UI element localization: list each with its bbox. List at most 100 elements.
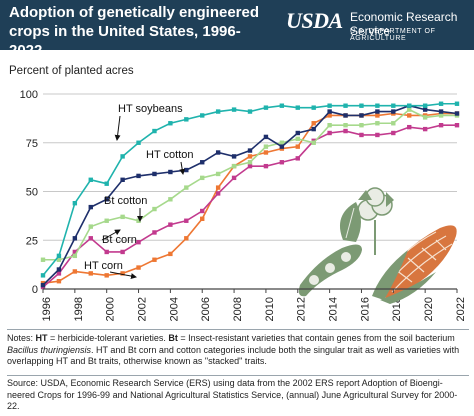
- notes-remainder: . HT and Bt corn and cotton categories i…: [7, 344, 460, 367]
- data-point: [422, 107, 428, 112]
- data-point: [295, 144, 300, 149]
- data-point: [359, 113, 364, 118]
- data-point: [279, 160, 285, 165]
- data-point: [279, 144, 285, 149]
- axes: [42, 288, 458, 293]
- data-point: [56, 279, 62, 284]
- data-point: [295, 130, 300, 136]
- data-point: [375, 113, 380, 118]
- y-tick-label: 75: [26, 138, 38, 150]
- y-axis-label: Percent of planted acres: [9, 65, 134, 77]
- data-point: [438, 123, 444, 128]
- data-point: [184, 236, 189, 241]
- data-point: [391, 130, 396, 136]
- data-point: [152, 128, 157, 134]
- series-label: HT corn: [84, 260, 123, 272]
- y-tick-label: 50: [26, 187, 38, 199]
- x-tick-label: 2022: [455, 297, 467, 321]
- x-tick-label: 2008: [232, 297, 244, 321]
- data-point: [391, 103, 396, 108]
- data-point: [215, 150, 221, 155]
- series-label: Bt corn: [102, 234, 137, 246]
- data-point: [88, 224, 93, 229]
- x-tick-label: 2000: [105, 297, 117, 321]
- data-point: [247, 148, 253, 153]
- crop-illustration: [298, 187, 457, 304]
- x-tick-label: 2006: [200, 297, 212, 321]
- data-point: [359, 103, 364, 108]
- soybean-pod-icon: [298, 244, 362, 297]
- data-point: [231, 163, 237, 169]
- data-point: [438, 113, 444, 118]
- data-point: [359, 132, 364, 138]
- data-point: [295, 136, 300, 142]
- data-point: [438, 101, 444, 106]
- x-tick-label: 2016: [359, 297, 371, 321]
- bacillus-name: Bacillus thuringiensis: [7, 344, 92, 355]
- data-point: [120, 154, 125, 159]
- y-tick-labels: 0 25 50 75 100: [20, 89, 38, 296]
- data-point: [184, 167, 189, 173]
- source-text: Source: USDA, Economic Research Service …: [7, 378, 458, 411]
- data-point: [375, 103, 380, 108]
- series-label: HT cotton: [146, 149, 194, 161]
- data-point: [438, 109, 444, 114]
- data-point: [454, 111, 460, 116]
- line-chart: Percent of planted acres 0 25 50 75 100 1996…: [9, 65, 467, 321]
- data-point: [215, 191, 221, 196]
- data-point: [279, 140, 285, 145]
- ht-abbreviation: HT: [35, 333, 48, 343]
- data-point: [231, 175, 237, 181]
- data-point: [104, 197, 109, 202]
- notes-prefix: Notes:: [7, 333, 36, 343]
- data-point: [104, 273, 109, 278]
- x-tick-label: 2010: [264, 297, 276, 321]
- data-point: [263, 150, 269, 155]
- data-point: [263, 134, 269, 140]
- x-tick-label: 2018: [391, 297, 403, 321]
- data-point: [184, 185, 189, 190]
- corn-cob-icon: [372, 225, 457, 304]
- data-point: [72, 201, 78, 206]
- header-bar: Adoption of genetically engineered crops…: [0, 0, 474, 59]
- series-label: Bt cotton: [104, 195, 147, 207]
- data-point: [168, 197, 173, 202]
- data-point: [168, 222, 173, 227]
- data-point: [247, 109, 253, 114]
- data-point: [343, 113, 348, 118]
- x-tick-label: 2014: [328, 297, 340, 321]
- data-point: [215, 185, 221, 190]
- notes-divider: [7, 329, 469, 330]
- data-point: [136, 140, 141, 145]
- data-point: [120, 249, 125, 255]
- data-point: [152, 206, 157, 212]
- data-point: [184, 218, 189, 223]
- data-point: [407, 113, 412, 118]
- data-point: [152, 230, 157, 235]
- data-point: [391, 109, 396, 114]
- cotton-leaf-icon: [339, 202, 361, 242]
- data-point: [327, 130, 332, 136]
- x-tick-labels: 1996 1998 2000 2002 2004 2006 2008 2010 2012 2014…: [41, 297, 467, 321]
- data-point: [422, 126, 428, 132]
- data-point: [311, 140, 316, 145]
- data-point: [104, 249, 109, 255]
- x-tick-label: 1996: [41, 297, 53, 321]
- data-point: [120, 177, 125, 182]
- cotton-boll-icon: [357, 187, 394, 255]
- data-point: [375, 132, 380, 138]
- series-labels: HT soybeans HT cotton Bt cotton Bt corn HT c…: [84, 103, 194, 280]
- x-tick-label: 2020: [423, 297, 435, 321]
- data-point: [152, 171, 157, 177]
- data-point: [422, 115, 428, 120]
- data-point: [215, 109, 221, 114]
- data-point: [120, 271, 125, 276]
- x-tick-label: 1998: [73, 297, 85, 321]
- label-arrow: [109, 271, 137, 280]
- x-tick-label: 2004: [168, 297, 180, 321]
- data-point: [295, 105, 300, 110]
- label-arrow: [114, 115, 121, 141]
- data-point: [136, 240, 141, 245]
- data-point: [295, 156, 300, 161]
- data-point: [88, 204, 93, 210]
